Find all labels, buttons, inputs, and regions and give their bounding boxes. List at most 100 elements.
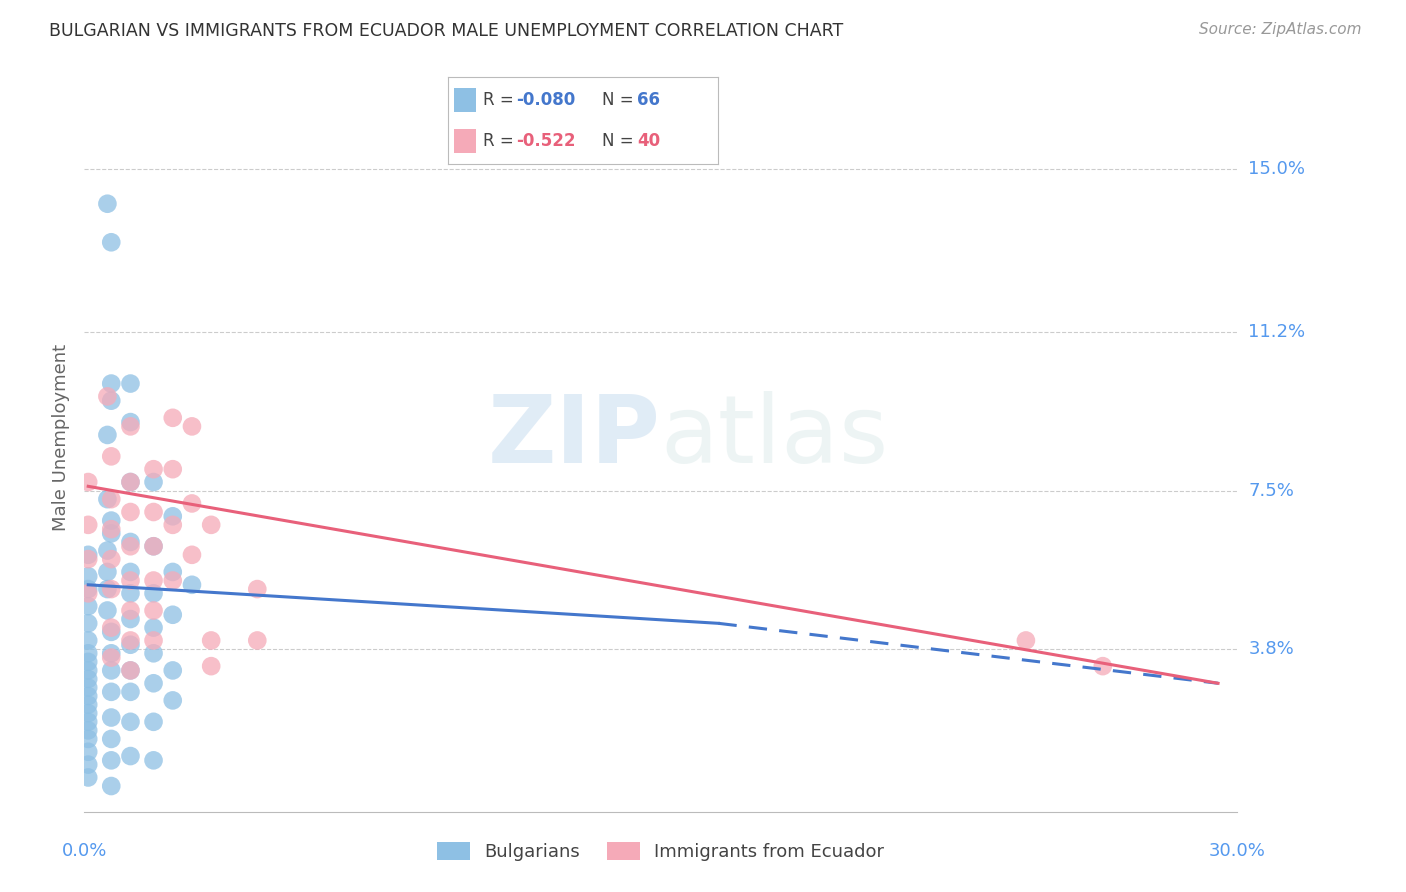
Point [1015, 633, 1038, 648]
Point [120, 475, 142, 489]
Point [96, 582, 118, 596]
Point [77, 757, 100, 772]
Point [181, 419, 204, 434]
Point [162, 607, 184, 622]
Point [142, 621, 165, 635]
Point [120, 539, 142, 553]
Point [77, 552, 100, 566]
Point [120, 415, 142, 429]
Point [142, 462, 165, 476]
Point [77, 655, 100, 669]
Point [162, 664, 184, 678]
Point [96, 492, 118, 507]
Point [77, 475, 100, 489]
Point [181, 496, 204, 510]
Point [100, 646, 122, 660]
Legend: Bulgarians, Immigrants from Ecuador: Bulgarians, Immigrants from Ecuador [429, 833, 893, 870]
Point [120, 664, 142, 678]
Point [96, 603, 118, 617]
Point [120, 574, 142, 588]
Point [77, 745, 100, 759]
Point [1091, 659, 1114, 673]
Point [120, 565, 142, 579]
Point [77, 689, 100, 703]
Point [100, 235, 122, 250]
Point [120, 638, 142, 652]
Point [100, 450, 122, 464]
Point [142, 603, 165, 617]
Text: 3.8%: 3.8% [1249, 640, 1294, 658]
Point [77, 646, 100, 660]
Text: 15.0%: 15.0% [1249, 161, 1305, 178]
Point [120, 603, 142, 617]
Point [100, 621, 122, 635]
Point [120, 475, 142, 489]
Text: 0.0%: 0.0% [62, 842, 107, 860]
Point [77, 706, 100, 721]
Point [77, 586, 100, 600]
Point [96, 428, 118, 442]
Point [100, 552, 122, 566]
Point [77, 681, 100, 695]
Point [120, 685, 142, 699]
Point [77, 582, 100, 596]
Point [142, 586, 165, 600]
Point [100, 526, 122, 541]
Point [77, 672, 100, 686]
Point [100, 624, 122, 639]
Point [120, 633, 142, 648]
Point [77, 723, 100, 738]
Point [120, 586, 142, 600]
Point [100, 376, 122, 391]
Point [246, 582, 269, 596]
Point [181, 578, 204, 592]
Point [100, 685, 122, 699]
Point [142, 646, 165, 660]
Point [162, 565, 184, 579]
Point [77, 714, 100, 729]
Point [77, 731, 100, 746]
Text: 30.0%: 30.0% [1209, 842, 1265, 860]
Point [181, 548, 204, 562]
Point [100, 522, 122, 536]
Point [96, 543, 118, 558]
Point [142, 753, 165, 767]
Point [77, 633, 100, 648]
Point [96, 196, 118, 211]
Point [162, 693, 184, 707]
Point [142, 676, 165, 690]
Point [100, 753, 122, 767]
Point [246, 633, 269, 648]
Text: BULGARIAN VS IMMIGRANTS FROM ECUADOR MALE UNEMPLOYMENT CORRELATION CHART: BULGARIAN VS IMMIGRANTS FROM ECUADOR MAL… [49, 22, 844, 40]
Point [142, 714, 165, 729]
Text: 7.5%: 7.5% [1249, 482, 1295, 500]
Point [100, 492, 122, 507]
Point [77, 771, 100, 785]
Text: 11.2%: 11.2% [1249, 323, 1306, 341]
Text: atlas: atlas [661, 391, 889, 483]
Point [77, 569, 100, 583]
Point [100, 514, 122, 528]
Point [200, 659, 222, 673]
Point [120, 376, 142, 391]
Point [162, 462, 184, 476]
Point [77, 616, 100, 631]
Point [120, 612, 142, 626]
Point [77, 599, 100, 614]
Point [162, 410, 184, 425]
Point [120, 505, 142, 519]
Point [77, 517, 100, 532]
Point [100, 650, 122, 665]
Point [142, 633, 165, 648]
Point [142, 574, 165, 588]
Point [100, 664, 122, 678]
Point [77, 698, 100, 712]
Point [120, 664, 142, 678]
Point [162, 574, 184, 588]
Point [162, 509, 184, 524]
Point [142, 539, 165, 553]
Point [120, 714, 142, 729]
Point [100, 779, 122, 793]
Point [200, 517, 222, 532]
Point [100, 393, 122, 408]
